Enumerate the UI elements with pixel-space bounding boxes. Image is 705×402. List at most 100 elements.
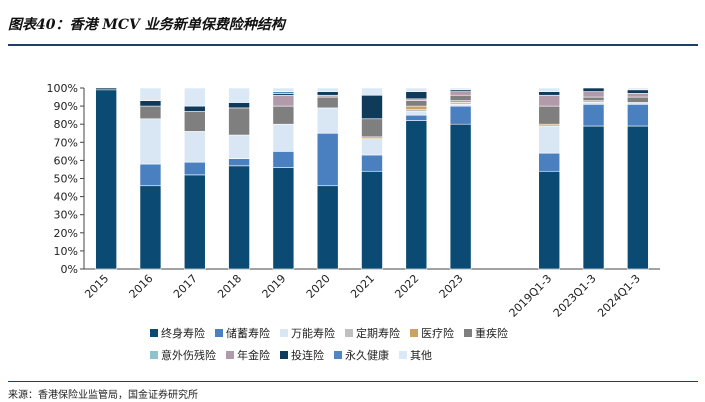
bar-segment xyxy=(183,131,206,163)
legend-label: 医疗险 xyxy=(421,327,454,340)
bar-segment xyxy=(627,125,649,270)
bar-segment xyxy=(538,87,561,92)
bar-segment xyxy=(316,91,339,96)
x-tick-label: 2023Q1-3 xyxy=(551,272,599,320)
x-tick-label: 2015 xyxy=(82,272,111,301)
y-tick-label: 10% xyxy=(54,245,78,258)
bar-segment xyxy=(183,111,206,132)
bar-segment xyxy=(316,185,339,270)
bar-segment xyxy=(95,89,117,270)
title-divider xyxy=(8,44,698,46)
figure-title: 图表40：香港 MCV 业务新单保费险种结构 xyxy=(8,17,285,33)
legend-swatch xyxy=(345,329,353,337)
bar-segment xyxy=(316,107,339,134)
y-tick-label: 70% xyxy=(54,136,78,149)
bar-segment xyxy=(538,105,561,125)
y-tick-label: 30% xyxy=(54,209,78,222)
legend-label: 万能寿险 xyxy=(291,327,335,340)
bar-segment xyxy=(228,87,250,103)
bar-segment xyxy=(582,91,605,98)
y-tick-label: 40% xyxy=(54,191,78,204)
source-note: 来源：香港保险业监管局，国金证券研究所 xyxy=(8,390,198,401)
bar-segment xyxy=(272,87,295,92)
bar-segment xyxy=(316,87,339,92)
x-tick-label: 2019Q1-3 xyxy=(507,272,555,320)
bar-segment xyxy=(538,125,561,154)
bar-segment xyxy=(405,87,428,92)
bar-segment xyxy=(139,100,162,107)
bar-segment xyxy=(627,89,649,94)
bar-segment xyxy=(361,118,383,138)
legend-swatch xyxy=(399,351,407,359)
bar-segment xyxy=(361,154,383,172)
bar-segment xyxy=(272,151,295,168)
bar-segment xyxy=(272,105,295,125)
y-tick-label: 0% xyxy=(61,263,78,276)
bar-segment xyxy=(272,123,295,152)
bar-segment xyxy=(627,87,649,91)
bar-segment xyxy=(405,111,428,116)
bar-segment xyxy=(272,94,295,107)
bar-segment xyxy=(405,105,428,111)
legend-label: 永久健康 xyxy=(345,349,389,362)
bar-segment xyxy=(272,167,295,270)
bar-segment xyxy=(538,152,561,172)
legend-swatch xyxy=(226,351,234,359)
bar-segment xyxy=(405,100,428,107)
bar-segment xyxy=(228,134,250,159)
bar-segment xyxy=(405,91,428,100)
bar-segment xyxy=(139,163,162,187)
legend-label: 投连险 xyxy=(291,349,324,362)
bar-segment xyxy=(538,170,561,270)
bar-segment xyxy=(228,158,250,167)
legend-label: 年金险 xyxy=(237,349,270,362)
bar-segment xyxy=(361,87,383,96)
bar-segment xyxy=(316,96,339,109)
legend-swatch xyxy=(334,351,342,359)
chart-legend: 终身寿险 储蓄寿险 万能寿险 定期寿险 医疗险 重疾险意外伤残险 年金险 投连险 永久健康 其他 xyxy=(150,322,630,366)
x-tick-label: 2021 xyxy=(348,272,377,301)
bar-segment xyxy=(183,174,206,270)
legend-item: 定期寿险 xyxy=(345,325,400,341)
y-tick-label: 90% xyxy=(54,100,78,113)
y-tick-label: 80% xyxy=(54,118,78,131)
legend-item: 年金险 xyxy=(226,347,270,363)
legend-swatch xyxy=(150,351,158,359)
legend-item: 医疗险 xyxy=(410,325,454,341)
bar-segment xyxy=(139,185,162,270)
legend-swatch xyxy=(410,329,418,337)
x-tick-label: 2019 xyxy=(260,272,289,301)
legend-item: 终身寿险 xyxy=(150,325,205,341)
bar-segment xyxy=(183,161,206,176)
bar-segment xyxy=(183,105,206,112)
legend-item: 意外伤残险 xyxy=(150,347,216,363)
legend-label: 定期寿险 xyxy=(356,327,400,340)
bar-segment xyxy=(183,87,206,107)
bar-segment xyxy=(538,94,561,107)
source-divider xyxy=(8,381,698,382)
legend-item: 万能寿险 xyxy=(280,325,335,341)
bar-segment xyxy=(627,93,649,98)
legend-item: 储蓄寿险 xyxy=(215,325,270,341)
x-tick-label: 2020 xyxy=(304,272,333,301)
legend-label: 重疾险 xyxy=(475,327,508,340)
bar-segment xyxy=(361,170,383,270)
legend-swatch xyxy=(150,329,158,337)
bar-segment xyxy=(449,87,472,91)
bar-segment xyxy=(449,105,472,125)
bar-segment xyxy=(361,94,383,120)
bar-segment xyxy=(95,87,117,91)
legend-row: 意外伤残险 年金险 投连险 永久健康 其他 xyxy=(150,344,630,366)
legend-item: 永久健康 xyxy=(334,347,389,363)
bar-segment xyxy=(627,96,649,103)
bar-segment xyxy=(582,96,605,101)
x-tick-label: 2024Q1-3 xyxy=(595,272,643,320)
bar-segment xyxy=(538,91,561,96)
legend-label: 其他 xyxy=(410,349,432,362)
bar-segment xyxy=(228,102,250,109)
legend-label: 终身寿险 xyxy=(161,327,205,340)
bar-segment xyxy=(228,107,250,136)
legend-label: 储蓄寿险 xyxy=(226,327,270,340)
bar-segment xyxy=(582,87,605,92)
